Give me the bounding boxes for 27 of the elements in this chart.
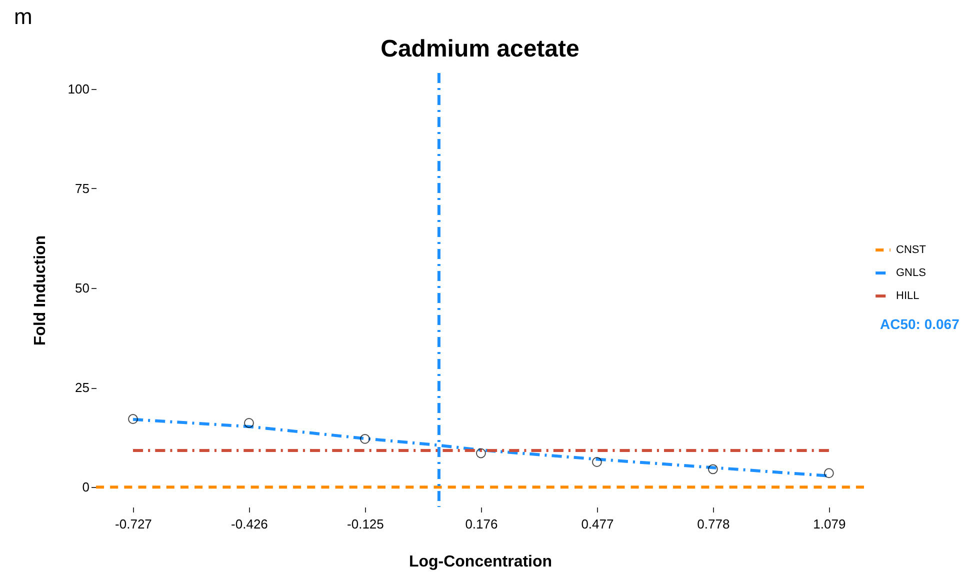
legend-label: HILL: [896, 290, 920, 302]
x-tick-label: 1.079: [813, 516, 846, 532]
text: m: [14, 4, 32, 30]
x-tick-label: 0.778: [697, 516, 730, 532]
x-tick-label: 0.176: [465, 516, 498, 532]
point: [476, 448, 486, 458]
point: [824, 468, 834, 478]
x-tick-label: -0.727: [115, 516, 152, 532]
point: [360, 434, 370, 444]
legend-label: GNLS: [896, 267, 926, 279]
x-axis-title: Log-Concentration: [408, 554, 552, 570]
x-tick-label: 0.477: [581, 516, 614, 532]
y-axis-title: Fold Induction: [32, 235, 49, 346]
point: [128, 414, 138, 424]
y-tick-label: 0: [82, 480, 90, 495]
point: [708, 464, 718, 474]
x-tick-label: -0.426: [231, 516, 268, 532]
ref-line-label: AC50: 0.067: [880, 316, 960, 332]
point: [244, 418, 254, 428]
y-tick-label: 50: [75, 280, 90, 296]
x-tick-label: -0.125: [347, 516, 384, 532]
y-tick-label: 75: [75, 180, 90, 196]
point: [592, 457, 602, 467]
y-tick-label: 25: [75, 380, 90, 396]
legend-label: CNST: [896, 244, 926, 256]
chart-title: Cadmium acetate: [380, 36, 580, 62]
y-tick-label: 100: [68, 81, 90, 96]
